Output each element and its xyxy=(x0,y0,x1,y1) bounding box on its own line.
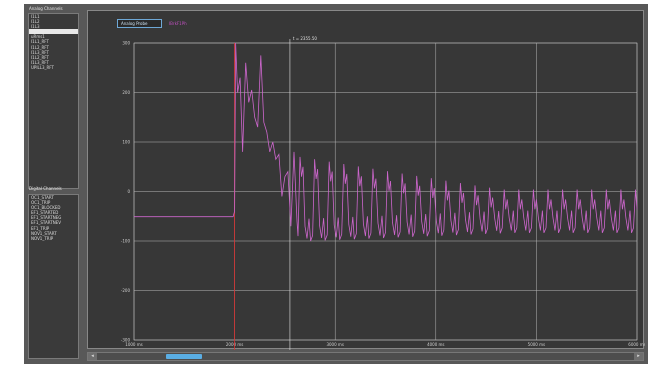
analog-channel-item[interactable]: UPILL3_RFT xyxy=(31,64,54,70)
horizontal-scrollbar[interactable]: ◂ ▸ xyxy=(87,352,644,361)
scroll-left-arrow-icon[interactable]: ◂ xyxy=(88,353,97,360)
y-tick-label: -300 xyxy=(121,338,131,343)
y-tick-label: -100 xyxy=(121,239,131,244)
channel-panel: Analog Channels I1L1 I1L2 I1L3 uRms1 I1L1_RF… xyxy=(28,6,79,359)
x-tick-label: 4000 ms xyxy=(427,342,444,347)
digital-channel-item[interactable]: EF1_STARTNEG xyxy=(31,215,62,221)
digital-channel-list[interactable]: OC1_START OC1_TRIP OC1_BLOCKED EF1_STARTED E… xyxy=(28,194,79,359)
scroll-right-arrow-icon[interactable]: ▸ xyxy=(634,353,643,360)
analog-probe-tab[interactable]: Analog Probe xyxy=(117,19,162,28)
cursor-time-label: t = 2355.50 xyxy=(293,36,317,41)
digital-channel-item[interactable]: EF1_STARTED xyxy=(31,210,59,216)
digital-channel-item[interactable]: OC1_START xyxy=(31,195,54,200)
digital-channels-title: Digital Channels xyxy=(29,186,62,191)
analog-channel-item[interactable] xyxy=(29,29,78,35)
analog-channel-item[interactable]: I1L2_RFT xyxy=(31,44,49,50)
y-tick-label: 0 xyxy=(127,189,130,194)
analog-channel-item[interactable]: I1L1 xyxy=(31,14,40,19)
analog-channels-title: Analog Channels xyxy=(29,6,63,11)
comtrade-viewer-window: Analog Channels I1L1 I1L2 I1L3 uRms1 I1L1_RF… xyxy=(24,4,648,364)
series-trace xyxy=(134,42,638,242)
chart-area[interactable]: 1000 ms 2000 ms 3000 ms 4000 ms 5000 ms 6000 … xyxy=(87,10,645,350)
digital-channel-item[interactable]: EF1_TRIP xyxy=(31,225,50,231)
series-name-label: IBrkF1Ph xyxy=(169,21,187,26)
scroll-thumb[interactable] xyxy=(166,354,202,359)
analog-channel-item[interactable]: I1L1_RFT xyxy=(31,39,49,45)
digital-channel-item[interactable]: NOV1_TRIP xyxy=(31,235,54,241)
analog-channel-item[interactable]: I1L2 xyxy=(31,19,40,25)
analog-channel-item[interactable]: I1L3_RFT xyxy=(31,49,49,55)
y-tick-label: 200 xyxy=(122,90,130,95)
analog-channel-item[interactable]: I1L3_RFT xyxy=(31,59,49,65)
analog-channel-list[interactable]: I1L1 I1L2 I1L3 uRms1 I1L1_RFT I1L2_RFT I1L3_RF… xyxy=(28,13,79,189)
x-tick-label: 6000 ms xyxy=(628,342,645,347)
digital-channel-item[interactable]: OC1_BLOCKED xyxy=(31,205,61,211)
analog-channel-item[interactable]: I1L3 xyxy=(31,24,40,30)
digital-channel-item[interactable]: OC1_TRIP xyxy=(31,200,51,206)
digital-channel-item[interactable]: EF1_STARTNEV xyxy=(31,220,61,226)
analog-chart[interactable]: 1000 ms 2000 ms 3000 ms 4000 ms 5000 ms 6000 … xyxy=(88,11,645,350)
x-tick-label: 5000 ms xyxy=(528,342,545,347)
x-tick-label: 1000 ms xyxy=(125,342,142,347)
x-tick-label: 3000 ms xyxy=(326,342,343,347)
analog-channel-item[interactable]: I1L2_RFT xyxy=(31,54,49,60)
digital-channel-item[interactable]: NOV1_START xyxy=(31,230,57,236)
analog-channel-item[interactable]: uRms1 xyxy=(31,34,45,40)
y-tick-label: 100 xyxy=(122,140,130,145)
y-tick-label: -200 xyxy=(121,288,131,293)
y-tick-label: 300 xyxy=(122,41,130,46)
